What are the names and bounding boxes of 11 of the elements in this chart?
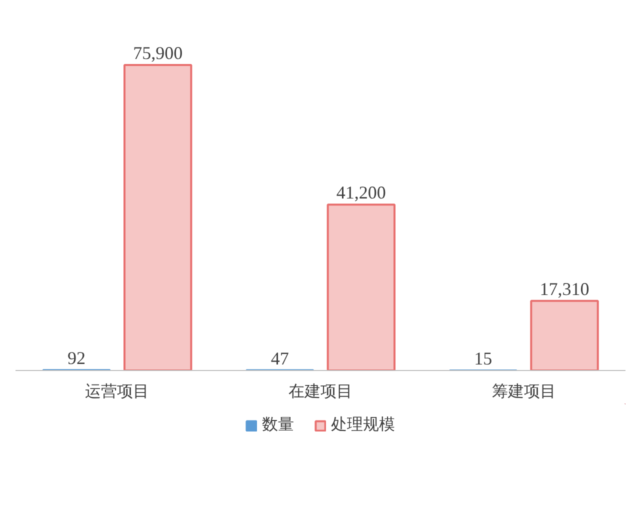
x-tick-label: 运营项目 — [85, 382, 150, 400]
data-label: 41,200 — [336, 182, 386, 203]
data-label: 75,900 — [133, 42, 183, 63]
data-label: 92 — [68, 348, 86, 368]
data-label: 17,310 — [540, 278, 590, 299]
data-label: 47 — [270, 348, 289, 368]
data-label: 15 — [474, 348, 492, 368]
legend-label: 处理规模 — [331, 415, 395, 436]
x-tick-label: 筹建项目 — [492, 382, 556, 400]
x-tick-label: 在建项目 — [288, 382, 352, 400]
legend-label: 数量 — [262, 416, 294, 436]
